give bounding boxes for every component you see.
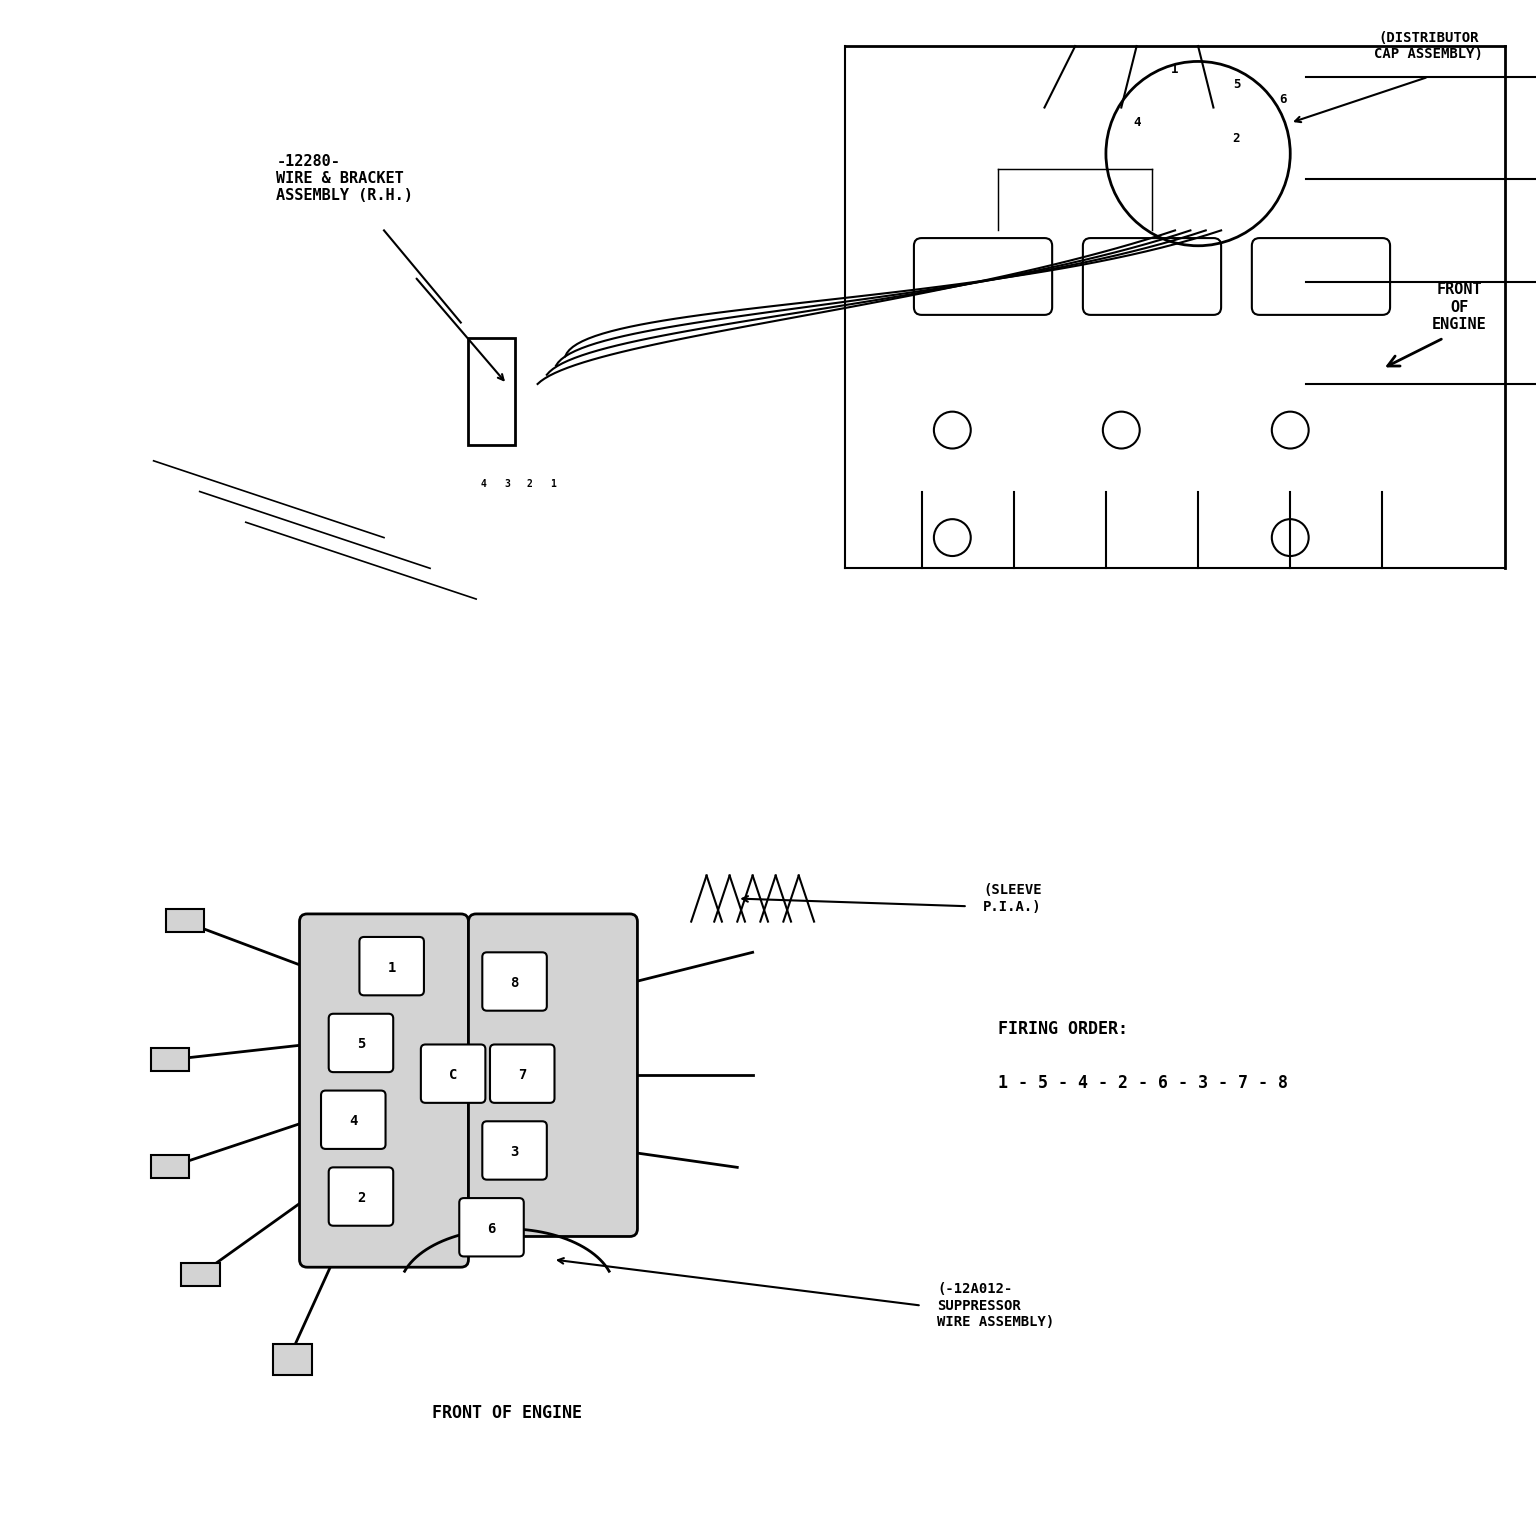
- Text: 3: 3: [510, 1144, 519, 1160]
- Text: 8: 8: [510, 975, 519, 991]
- FancyBboxPatch shape: [459, 1198, 524, 1256]
- FancyBboxPatch shape: [151, 1155, 189, 1178]
- FancyBboxPatch shape: [329, 1014, 393, 1072]
- Text: (-12A012-
SUPPRESSOR
WIRE ASSEMBLY): (-12A012- SUPPRESSOR WIRE ASSEMBLY): [937, 1283, 1054, 1329]
- Text: (SLEEVE
P.I.A.): (SLEEVE P.I.A.): [983, 883, 1041, 914]
- Text: 6: 6: [1279, 94, 1286, 106]
- Text: 4: 4: [1134, 117, 1140, 129]
- Circle shape: [492, 468, 522, 499]
- Circle shape: [515, 468, 545, 499]
- FancyBboxPatch shape: [151, 1048, 189, 1071]
- Text: FRONT
OF
ENGINE: FRONT OF ENGINE: [1432, 283, 1487, 332]
- Text: 2: 2: [356, 1190, 366, 1206]
- Text: 5: 5: [1233, 78, 1240, 91]
- FancyBboxPatch shape: [490, 1044, 554, 1103]
- FancyBboxPatch shape: [273, 1344, 312, 1375]
- Text: 4: 4: [349, 1114, 358, 1129]
- Text: 6: 6: [487, 1221, 496, 1236]
- Circle shape: [538, 468, 568, 499]
- Text: C: C: [449, 1068, 458, 1083]
- FancyBboxPatch shape: [482, 1121, 547, 1180]
- Text: 1: 1: [1172, 63, 1178, 75]
- Text: (DISTRIBUTOR
CAP ASSEMBLY): (DISTRIBUTOR CAP ASSEMBLY): [1375, 31, 1482, 61]
- Text: 4: 4: [481, 479, 487, 488]
- FancyBboxPatch shape: [300, 914, 468, 1267]
- Text: 2: 2: [1233, 132, 1240, 144]
- Text: 3: 3: [504, 479, 510, 488]
- Text: 2: 2: [527, 479, 533, 488]
- Text: 5: 5: [356, 1037, 366, 1052]
- Text: FIRING ORDER:: FIRING ORDER:: [998, 1020, 1129, 1038]
- Circle shape: [468, 468, 499, 499]
- Text: FRONT OF ENGINE: FRONT OF ENGINE: [432, 1404, 582, 1422]
- Text: 1 - 5 - 4 - 2 - 6 - 3 - 7 - 8: 1 - 5 - 4 - 2 - 6 - 3 - 7 - 8: [998, 1074, 1289, 1092]
- FancyBboxPatch shape: [359, 937, 424, 995]
- FancyBboxPatch shape: [482, 952, 547, 1011]
- FancyBboxPatch shape: [421, 1044, 485, 1103]
- FancyBboxPatch shape: [321, 1091, 386, 1149]
- FancyBboxPatch shape: [329, 1167, 393, 1226]
- FancyBboxPatch shape: [181, 1263, 220, 1286]
- Text: -12280-
WIRE & BRACKET
ASSEMBLY (R.H.): -12280- WIRE & BRACKET ASSEMBLY (R.H.): [276, 154, 413, 203]
- FancyBboxPatch shape: [166, 909, 204, 932]
- Text: 7: 7: [518, 1068, 527, 1083]
- Text: 1: 1: [550, 479, 556, 488]
- Text: 1: 1: [387, 960, 396, 975]
- FancyBboxPatch shape: [468, 914, 637, 1236]
